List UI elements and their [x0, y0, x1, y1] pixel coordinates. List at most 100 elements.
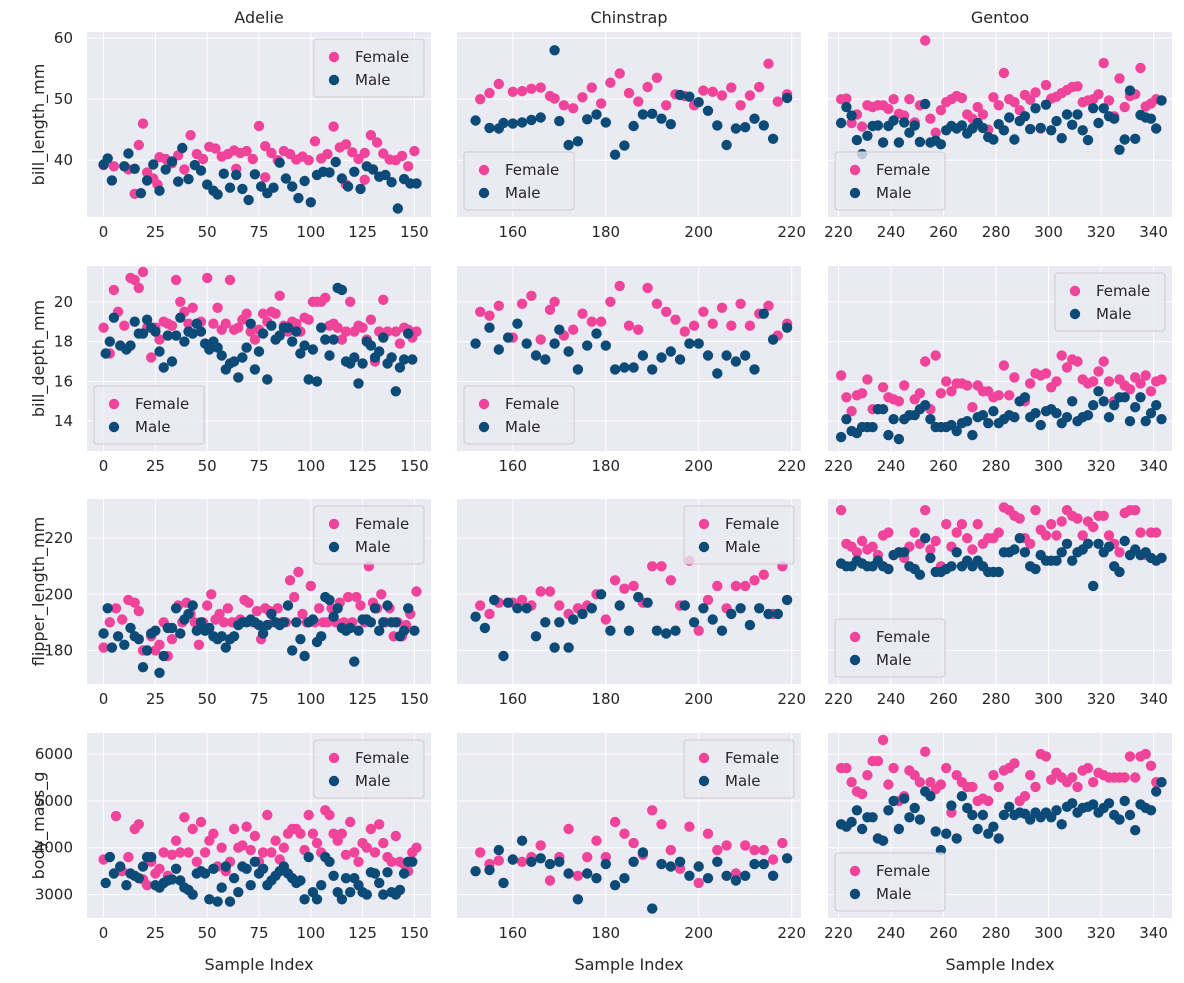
point-female — [605, 77, 616, 88]
point-male — [175, 312, 186, 323]
point-male — [154, 667, 165, 678]
point-female — [962, 380, 973, 391]
point-female — [972, 519, 983, 530]
point-female — [925, 544, 936, 555]
point-female — [133, 819, 144, 830]
point-male — [1009, 412, 1020, 423]
point-female — [1140, 748, 1151, 760]
point-female — [998, 360, 1010, 371]
point-male — [390, 617, 401, 628]
point-male — [535, 853, 546, 864]
point-male — [133, 873, 144, 884]
point-male — [609, 364, 621, 375]
legend-marker-male — [698, 775, 710, 787]
point-male — [216, 882, 227, 893]
point-male — [988, 134, 999, 145]
point-female — [247, 153, 258, 165]
point-female — [241, 145, 252, 157]
legend-marker-female — [328, 51, 340, 63]
point-male — [191, 625, 202, 636]
point-female — [920, 505, 931, 516]
point-female — [679, 326, 690, 337]
point-female — [202, 272, 213, 284]
point-female — [930, 127, 941, 138]
point-female — [351, 591, 362, 603]
point-male — [1156, 95, 1167, 106]
legend-frame — [834, 151, 946, 211]
point-male — [693, 338, 704, 349]
point-male — [647, 364, 658, 375]
point-male — [287, 336, 298, 347]
point-male — [591, 328, 602, 339]
point-male — [403, 603, 414, 614]
legend-frame — [683, 505, 795, 565]
point-female — [941, 519, 952, 530]
point-male — [904, 812, 915, 823]
point-male — [295, 348, 306, 359]
point-male — [324, 856, 335, 867]
point-female — [216, 842, 227, 853]
point-male — [1130, 402, 1141, 413]
point-male — [1030, 408, 1041, 419]
point-female — [941, 376, 952, 387]
x-tick-label: 150 — [400, 223, 429, 241]
legend-marker-male — [698, 541, 710, 553]
point-male — [349, 166, 360, 177]
point-male — [262, 619, 273, 631]
point-male — [253, 346, 265, 357]
point-female — [353, 856, 364, 867]
point-male — [394, 884, 406, 896]
point-male — [554, 324, 565, 335]
point-male — [1103, 412, 1115, 423]
y-tick-label: 14 — [54, 412, 73, 430]
point-male — [1061, 412, 1073, 423]
x-tick-label: 160 — [498, 924, 527, 942]
point-female — [993, 781, 1004, 793]
point-female — [1046, 519, 1057, 530]
point-male — [241, 863, 252, 874]
point-male — [1040, 99, 1052, 110]
x-tick-label: 50 — [198, 690, 217, 708]
point-female — [141, 880, 153, 891]
column-title: Adelie — [234, 8, 283, 27]
point-male — [257, 863, 269, 874]
point-female — [851, 547, 863, 558]
point-male — [767, 870, 779, 881]
point-female — [647, 561, 658, 572]
point-male — [893, 137, 905, 148]
x-tick-label: 200 — [684, 924, 713, 942]
point-male — [378, 332, 389, 343]
point-male — [311, 376, 323, 387]
point-female — [586, 316, 597, 327]
point-male — [526, 856, 537, 867]
legend: Female Male — [683, 505, 795, 565]
x-tick-label: 220 — [824, 223, 853, 241]
y-tick-label: 16 — [54, 372, 73, 390]
point-male — [563, 868, 574, 879]
point-male — [489, 594, 500, 606]
point-male — [135, 188, 147, 199]
point-female — [336, 334, 348, 345]
point-male — [274, 330, 285, 341]
point-male — [651, 625, 663, 636]
x-tick-label: 220 — [824, 457, 853, 475]
point-female — [930, 350, 941, 361]
point-male — [257, 628, 269, 639]
point-female — [187, 823, 198, 835]
point-female — [977, 109, 989, 120]
point-female — [158, 847, 169, 858]
point-male — [1140, 416, 1151, 427]
point-male — [758, 120, 769, 131]
point-male — [899, 547, 910, 558]
point-male — [162, 330, 173, 341]
point-male — [166, 356, 178, 367]
point-female — [484, 310, 495, 321]
point-male — [951, 547, 962, 558]
point-male — [233, 887, 244, 898]
point-female — [328, 121, 339, 132]
point-male — [1019, 392, 1031, 403]
point-male — [224, 896, 236, 907]
point-female — [967, 544, 978, 555]
point-female — [568, 324, 579, 335]
point-female — [835, 370, 847, 381]
